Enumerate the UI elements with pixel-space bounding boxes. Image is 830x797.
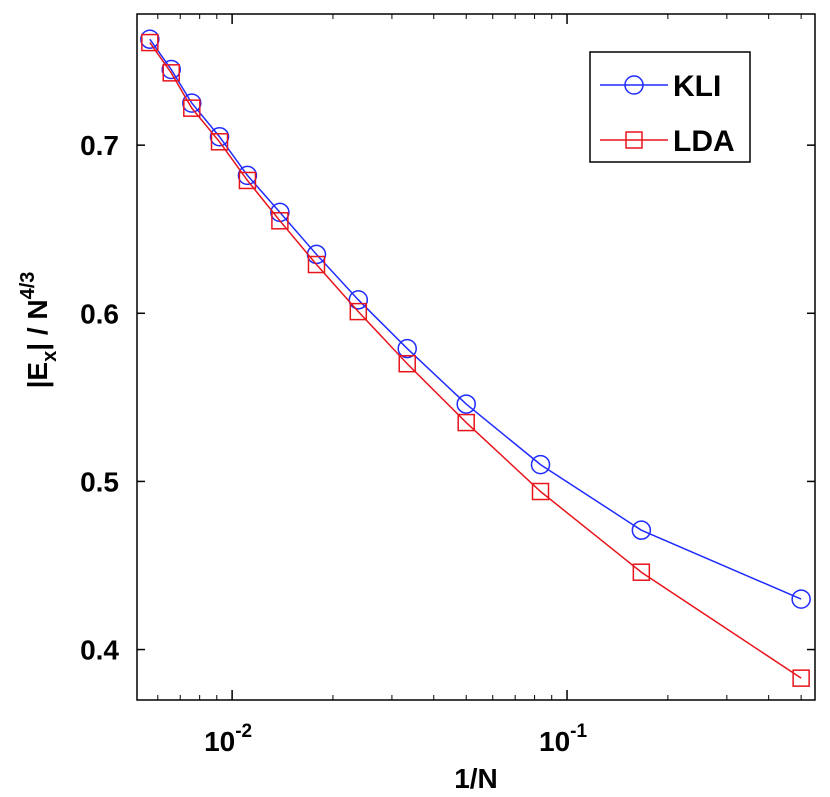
y-label-subscript: x <box>39 351 61 362</box>
y-tick-label-3: 0.7 <box>80 130 119 161</box>
axes: 0.4 0.5 0.6 0.7 10-2 10-1 <box>80 13 816 757</box>
data-point-lda-6 <box>307 255 326 274</box>
y-tick-label-0: 0.4 <box>80 635 119 666</box>
legend-entry-kli: KLI <box>600 70 721 103</box>
data-point-kli-0 <box>140 29 160 49</box>
data-point-lda-8 <box>398 354 416 373</box>
data-point-lda-3 <box>210 133 229 151</box>
data-point-kli-2 <box>182 93 202 113</box>
x-tick-label-0: 10-2 <box>204 721 252 757</box>
data-point-lda-4 <box>238 171 257 190</box>
legend: KLI LDA <box>589 51 751 163</box>
data-point-kli-8 <box>397 338 417 359</box>
legend-label-kli: KLI <box>673 70 721 103</box>
legend-box <box>589 51 751 163</box>
series-line-lda <box>149 42 802 679</box>
series-layer <box>140 29 811 687</box>
y-tick-label-2: 0.6 <box>80 298 119 329</box>
data-point-lda-2 <box>183 99 201 117</box>
y-label-prefix: |E <box>22 362 53 389</box>
data-point-lda-0 <box>141 33 159 52</box>
y-label-superscript: 4/3 <box>17 272 39 300</box>
x-tick-label-1: 10-1 <box>539 721 587 757</box>
y-tick-label-1: 0.5 <box>80 466 119 497</box>
data-point-kli-1 <box>161 59 181 80</box>
legend-label-lda: LDA <box>673 125 735 158</box>
data-point-lda-11 <box>632 563 651 581</box>
data-point-lda-12 <box>792 669 810 687</box>
legend-marker-lda <box>625 131 643 149</box>
y-axis-label: |Ex| / N4/3 <box>17 272 61 389</box>
data-point-kli-9 <box>456 394 476 414</box>
data-point-kli-3 <box>209 126 230 147</box>
data-point-kli-12 <box>791 589 811 609</box>
x-axis-label: 1/N <box>454 763 498 794</box>
plot-frame <box>136 13 816 701</box>
data-point-lda-10 <box>531 482 550 501</box>
data-point-kli-11 <box>631 520 652 540</box>
series-line-kli <box>149 38 802 600</box>
data-point-lda-1 <box>162 64 180 82</box>
legend-entry-lda: LDA <box>600 125 735 158</box>
data-point-lda-9 <box>457 413 475 432</box>
legend-marker-kli <box>624 75 644 95</box>
data-point-kli-10 <box>530 454 551 475</box>
data-point-lda-7 <box>349 302 368 321</box>
data-point-lda-5 <box>271 212 289 230</box>
y-label-mid: | / N <box>22 299 53 350</box>
data-point-kli-7 <box>348 290 369 310</box>
data-point-kli-4 <box>237 165 258 186</box>
